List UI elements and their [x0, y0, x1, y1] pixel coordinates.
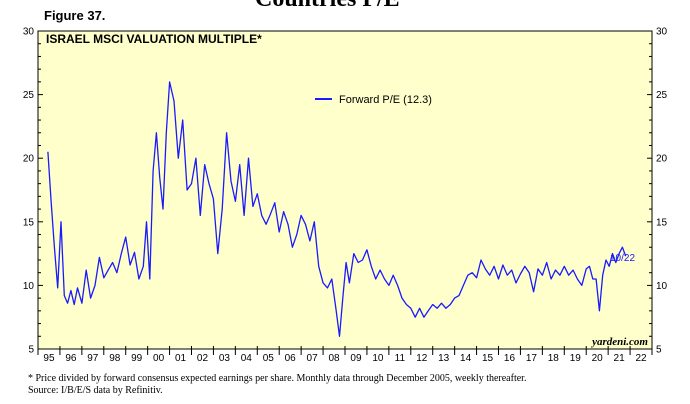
x-tick-label: 00: [153, 353, 165, 364]
plot-area: [37, 30, 653, 350]
series-end-label: 10/22: [610, 253, 635, 264]
y-tick-label-left: 20: [23, 154, 35, 165]
y-tick-label-left: 30: [23, 27, 35, 38]
x-tick-label: 13: [438, 353, 450, 364]
footnote-source: Source: I/B/E/S data by Refinitiv.: [28, 385, 163, 396]
x-tick-label: 99: [131, 353, 143, 364]
y-tick-label-left: 5: [28, 345, 34, 356]
y-tick-label-left: 10: [23, 281, 35, 292]
x-tick-label: 03: [219, 353, 231, 364]
page-header-title: Countries P/E: [255, 0, 400, 13]
x-tick-label: 04: [241, 353, 253, 364]
y-tick-label-right: 5: [656, 345, 662, 356]
y-tick-label-right: 10: [656, 281, 668, 292]
x-tick-label: 98: [109, 353, 121, 364]
x-tick-label: 08: [328, 353, 340, 364]
y-tick-label-left: 25: [23, 90, 35, 101]
x-tick-label: 10: [372, 353, 384, 364]
series-line-forward-pe: [47, 81, 627, 337]
x-tick-label: 05: [263, 353, 275, 364]
legend: Forward P/E (12.3): [315, 94, 432, 106]
y-axis-right: 5 10 15 20 25 30: [647, 27, 668, 356]
y-axis-left: 5 10 15 20 25 30: [23, 27, 43, 356]
x-tick-label: 96: [65, 353, 77, 364]
x-tick-label: 18: [548, 353, 560, 364]
legend-label: Forward P/E (12.3): [339, 94, 432, 106]
pe-line-chart: 5 10 15 20 25 30 5 10 15 20 25 30 95 96 97 98 99 00 01 02…: [23, 27, 668, 365]
y-tick-label-right: 20: [656, 154, 668, 165]
y-tick-label-left: 15: [23, 217, 35, 228]
x-tick-label: 95: [43, 353, 55, 364]
x-tick-label: 21: [614, 353, 626, 364]
x-tick-label: 12: [416, 353, 428, 364]
figure-label: Figure 37.: [44, 8, 106, 23]
x-tick-label: 97: [87, 353, 99, 364]
x-tick-label: 19: [570, 353, 582, 364]
watermark: yardeni.com: [590, 336, 648, 348]
y-tick-label-right: 15: [656, 217, 668, 228]
y-tick-label-right: 30: [656, 27, 668, 38]
x-tick-label: 16: [504, 353, 516, 364]
x-tick-label: 06: [285, 353, 297, 364]
x-tick-label: 01: [175, 353, 187, 364]
x-tick-label: 15: [482, 353, 494, 364]
x-tick-label: 22: [635, 353, 647, 364]
x-tick-label: 14: [460, 353, 472, 364]
x-tick-label: 09: [350, 353, 362, 364]
x-tick-label: 02: [197, 353, 209, 364]
x-axis: 95 96 97 98 99 00 01 02 03 04 05 06 07 08 09 10 11 12 13 14…: [37, 346, 653, 364]
x-tick-label: 20: [592, 353, 604, 364]
chart-title: ISRAEL MSCI VALUATION MULTIPLE*: [46, 32, 262, 46]
x-tick-label: 07: [307, 353, 319, 364]
x-tick-label: 11: [395, 353, 406, 364]
footnote-line-1: * Price divided by forward consensus exp…: [28, 373, 527, 384]
x-tick-label: 17: [526, 353, 538, 364]
footnote: * Price divided by forward consensus exp…: [28, 373, 526, 397]
y-tick-label-right: 25: [656, 90, 668, 101]
